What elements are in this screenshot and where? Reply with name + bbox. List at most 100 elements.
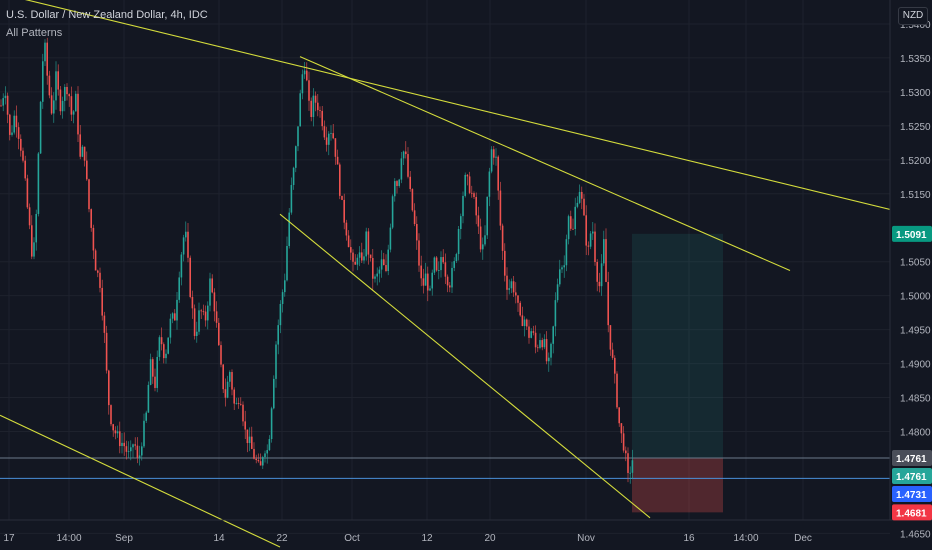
candle-144 [317,94,319,117]
price-label-gray: 1.4761 [892,450,932,467]
candle-body [424,273,427,286]
candle-body [471,192,473,194]
candle-body [508,288,510,290]
time-tick-8: Nov [577,533,595,544]
candle-233 [512,275,515,297]
candle-257 [565,234,568,272]
time-tick-3: 14 [213,533,225,544]
candle-body [292,167,295,185]
candle-275 [605,228,607,283]
candle-body [594,231,596,262]
price-tick-1.5350: 1.5350 [900,54,931,65]
candle-100 [220,341,222,368]
candle-164 [361,242,363,263]
candle-80 [176,291,178,330]
candle-body [380,259,383,270]
candle-body [583,198,585,216]
price-axis-panel[interactable] [890,0,932,520]
candle-176 [387,244,389,276]
candle-56 [123,432,125,456]
price-label-bg [892,225,932,242]
candle-body [224,389,227,398]
candle-169 [372,249,374,290]
candle-73 [160,327,163,351]
price-tick-1.5050: 1.5050 [900,258,931,269]
candle-body [576,202,579,207]
candle-14 [31,215,33,260]
candle-210 [462,191,464,224]
candle-body [506,275,508,290]
candle-171 [376,267,378,286]
candle-body [240,403,242,405]
currency-badge[interactable]: NZD [898,7,928,25]
candle-body [372,258,374,279]
candle-238 [523,316,526,337]
candle-body [515,292,517,296]
candle-118 [259,453,262,466]
candle-141 [310,97,312,122]
candle-261 [574,197,576,236]
candle-243 [534,325,537,354]
indicator-label[interactable]: All Patterns [6,27,63,39]
candle-body [136,445,139,458]
candle-body [317,102,319,111]
candle-209 [460,213,462,240]
candle-body [116,431,119,434]
candle-body [497,156,499,191]
candle-283 [622,426,625,453]
candle-body [592,231,594,234]
candle-126 [277,319,279,355]
candle-268 [589,230,592,250]
candle-49 [108,369,110,415]
candle-150 [330,125,332,141]
time-tick-9: 16 [683,533,695,544]
candle-body [543,339,546,348]
candle-body [411,189,414,211]
time-tick-10: 14:00 [733,533,758,544]
candle-254 [559,259,561,287]
candle-166 [365,227,367,261]
candle-body [521,315,524,327]
price-tick-1.4800: 1.4800 [900,428,931,439]
candle-body [180,254,183,278]
candle-body [66,86,68,95]
candle-body [607,281,609,326]
candle-217 [477,206,480,235]
candle-body [528,326,530,338]
candle-34 [75,90,77,112]
candle-body [299,93,301,127]
candle-43 [94,248,97,271]
candle-body [548,357,550,362]
candle-151 [332,123,334,140]
candle-body [154,376,156,388]
candle-body [420,265,422,279]
candle-146 [321,106,323,131]
time-axis-ticks: 17 14:00 Sep 14 22 Oct 12 20 Nov 16 14:00 Dec [3,533,811,544]
candle-body [365,231,367,257]
candle-33 [72,110,75,124]
candle-body [336,156,339,165]
symbol-title[interactable]: U.S. Dollar / New Zealand Dollar, 4h, ID… [6,9,208,21]
candle-body [631,460,634,473]
candle-175 [385,254,387,273]
candle-body [130,447,132,452]
candle-267 [587,241,590,256]
candle-92 [202,304,205,316]
candle-body [387,249,389,271]
candle-178 [391,194,394,230]
candle-body [385,265,387,271]
candle-body [125,446,128,452]
candle-42 [92,224,95,260]
candle-body [4,95,7,99]
candle-body [97,270,99,273]
candle-116 [255,454,257,464]
long-position-tool[interactable] [632,233,723,513]
candle-131 [288,208,290,249]
candle-body [46,42,48,76]
candle-237 [521,306,524,327]
candle-269 [592,222,594,241]
candle-body [308,80,310,101]
candle-143 [314,91,317,112]
